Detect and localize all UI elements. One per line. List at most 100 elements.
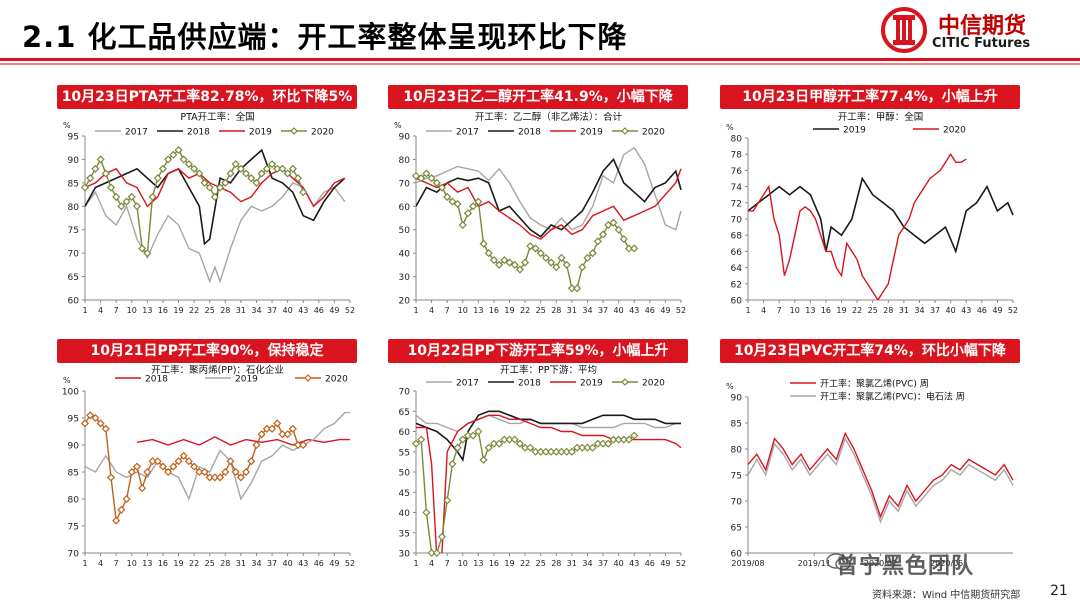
x-tick-label: 13 <box>142 559 152 568</box>
data-point-2020 <box>437 532 447 541</box>
y-tick-label: 45 <box>399 489 410 499</box>
y-tick-label: 68 <box>731 232 743 242</box>
data-point-2020 <box>122 494 131 504</box>
legend-label: 2018 <box>145 375 168 385</box>
legend-label: 开工率：聚氯乙烯(PVC) 周 <box>820 378 929 390</box>
data-point-2020 <box>179 155 188 164</box>
y-tick-label: 80 <box>731 135 743 145</box>
x-tick-label: 52 <box>345 559 355 568</box>
pp-chart: 70 75 80 85 90 95 100% 1 4 7 10 13 16 19 22 25 28 31 34 37 4… <box>62 364 355 568</box>
data-point-2020 <box>127 192 136 201</box>
data-point-2020 <box>474 197 483 206</box>
data-point-2020 <box>624 244 634 253</box>
y-tick-label: 65 <box>68 273 79 283</box>
y-tick-label: 20 <box>399 297 411 307</box>
data-point-2020 <box>210 192 219 201</box>
methanol-badge: 10月23日甲醇开工率77.4%，小幅上升 <box>720 85 1020 109</box>
y-tick-label: 30 <box>399 273 411 283</box>
y-tick-label: 65 <box>731 524 742 534</box>
x-tick-label: 25 <box>536 559 546 568</box>
data-point-2020 <box>417 435 426 444</box>
data-point-2020 <box>484 443 493 452</box>
data-point-2020 <box>231 160 240 169</box>
page-title: 2.1 化工品供应端：开工率整体呈现环比下降 <box>22 20 628 54</box>
x-tick-label: 4 <box>98 306 103 315</box>
x-tick-label: 2020/02 <box>864 559 897 568</box>
data-point-2020 <box>216 473 225 482</box>
data-point-2020 <box>541 447 550 456</box>
pta-badge: 10月23日PTA开工率82.78%，环比下降5% <box>57 85 357 109</box>
x-tick-label: 25 <box>205 306 215 315</box>
data-point-2020 <box>158 164 167 173</box>
citic-logo: 中信期货 CITIC Futures <box>880 6 1070 58</box>
data-point-2020 <box>96 155 105 164</box>
y-tick-label: 74 <box>731 183 743 193</box>
x-tick-label: 19 <box>504 559 514 568</box>
data-point-2020 <box>221 178 230 187</box>
data-point-2020 <box>299 440 308 450</box>
data-point-2020 <box>231 467 240 477</box>
data-point-2020 <box>562 447 571 456</box>
data-point-2020 <box>247 457 256 466</box>
y-tick-label: 90 <box>731 394 743 404</box>
x-tick-label: 46 <box>314 559 324 568</box>
data-point-2020 <box>515 265 524 274</box>
data-point-2020 <box>510 260 519 269</box>
data-point-2020 <box>293 174 303 183</box>
data-point-2020 <box>453 443 462 452</box>
data-point-2020 <box>169 462 178 471</box>
data-point-2020 <box>184 457 193 466</box>
data-point-2020 <box>273 164 282 173</box>
x-tick-label: 34 <box>251 306 261 315</box>
data-point-2020 <box>599 230 608 239</box>
x-tick-label: 49 <box>660 559 670 568</box>
data-point-2020 <box>521 443 530 452</box>
data-point-2020 <box>536 447 545 456</box>
y-tick-label: 40 <box>399 509 411 519</box>
data-point-2020 <box>86 411 95 420</box>
legend-label: 2019 <box>580 128 603 138</box>
y-tick-label: 35 <box>399 529 410 539</box>
data-point-2020 <box>278 430 287 439</box>
x-tick-label: 40 <box>283 306 293 315</box>
legend-label: 开工率：聚氯乙烯(PVC)：电石法 周 <box>820 391 965 403</box>
data-point-2020 <box>583 253 592 262</box>
citic-emblem-icon <box>881 7 927 53</box>
y-tick-label: 70 <box>399 388 411 398</box>
legend-label: 2019 <box>235 375 258 385</box>
data-point-2020 <box>422 508 431 517</box>
y-tick-label: 60 <box>731 550 743 560</box>
y-tick-label: 90 <box>68 442 80 452</box>
data-point-2020 <box>448 459 457 468</box>
x-tick-label: 7 <box>445 306 450 315</box>
data-point-2020 <box>619 235 628 244</box>
data-point-2020 <box>588 249 597 258</box>
logo-english-name: CITIC Futures <box>932 36 1031 51</box>
data-point-2020 <box>495 439 504 448</box>
data-point-2020 <box>500 435 509 444</box>
data-point-2020 <box>205 183 214 192</box>
x-tick-label: 28 <box>220 559 230 568</box>
y-tick-label: 75 <box>68 523 79 533</box>
x-tick-label: 13 <box>473 306 483 315</box>
x-tick-label: 7 <box>114 306 119 315</box>
data-point-2020 <box>614 435 623 444</box>
x-tick-label: 7 <box>114 559 119 568</box>
methanol-chart: 60 62 64 66 68 70 72 74 76 78 80% 1 4 7 10 13 16 19 22 25 28… <box>726 111 1018 315</box>
data-point-2020 <box>526 242 535 251</box>
data-point-2020 <box>453 199 462 208</box>
x-tick-label: 22 <box>520 306 530 315</box>
y-tick-label: 100 <box>62 388 79 398</box>
x-tick-label: 43 <box>298 306 308 315</box>
data-point-2020 <box>80 183 90 192</box>
y-tick-label: 85 <box>68 469 79 479</box>
data-point-2020 <box>132 462 142 471</box>
y-tick-label: 70 <box>731 216 743 226</box>
x-tick-label: 10 <box>790 306 800 315</box>
data-point-2020 <box>479 239 488 248</box>
x-tick-label: 16 <box>489 559 499 568</box>
legend-marker <box>621 378 629 386</box>
data-point-2020 <box>200 178 209 187</box>
x-tick-label: 19 <box>836 306 846 315</box>
legend-label: 2017 <box>456 128 479 138</box>
